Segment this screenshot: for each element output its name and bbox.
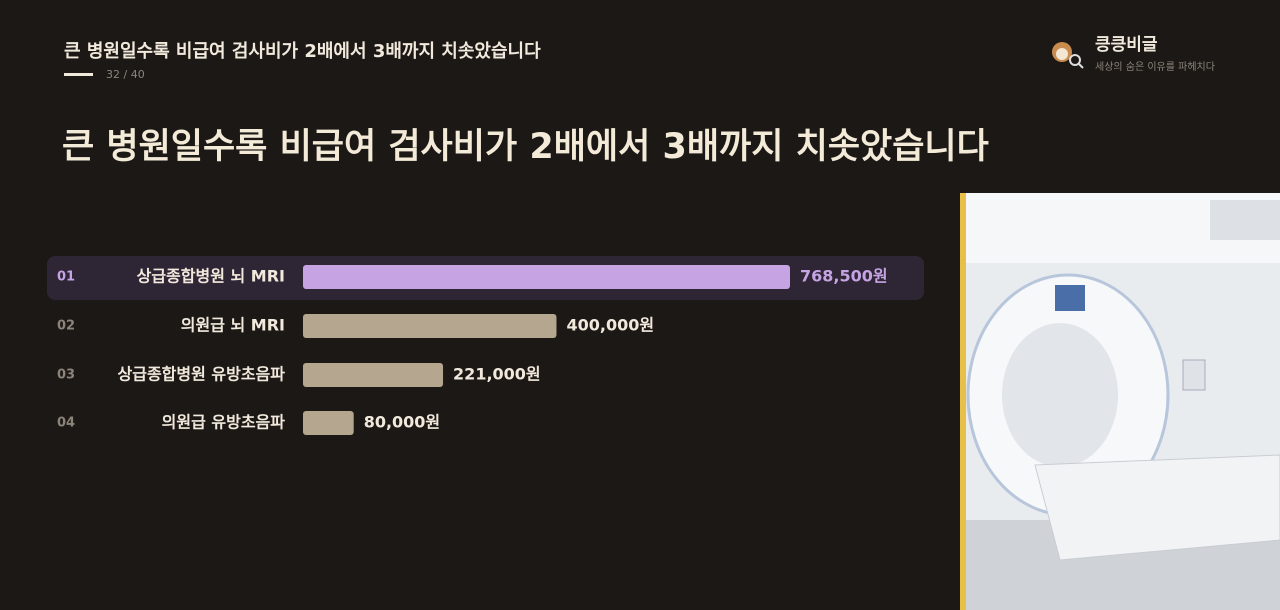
value-label: 768,500원 [800, 267, 888, 286]
bar [303, 363, 444, 387]
bar [303, 314, 557, 338]
value-label: 400,000원 [566, 316, 654, 335]
bar [303, 265, 790, 289]
rank-label: 02 [57, 319, 75, 334]
value-label: 221,000원 [453, 365, 541, 384]
category-label: 의원급 뇌 MRI [181, 316, 285, 335]
header-title: 큰 병원일수록 비급여 검사비가 2배에서 3배까지 치솟았습니다 [64, 41, 541, 62]
rank-label: 04 [57, 416, 75, 431]
rank-label: 03 [57, 368, 75, 383]
chart-title: 큰 병원일수록 비급여 검사비가 2배에서 3배까지 치솟았습니다 [62, 127, 989, 167]
page-indicator: 32 / 40 [106, 68, 145, 81]
category-label: 의원급 유방초음파 [162, 413, 286, 432]
value-label: 80,000원 [364, 413, 440, 432]
brand-tagline: 세상의 숨은 이유를 파헤치다 [1095, 61, 1215, 73]
category-label: 상급종합병원 뇌 MRI [137, 267, 285, 286]
progress-bar [64, 73, 93, 76]
rank-label: 01 [57, 270, 75, 285]
bar [303, 411, 354, 435]
brand-icon [1052, 42, 1084, 69]
brand-name: 킁킁비글 [1095, 35, 1158, 55]
category-label: 상급종합병원 유방초음파 [118, 365, 286, 384]
photo [960, 193, 1280, 610]
